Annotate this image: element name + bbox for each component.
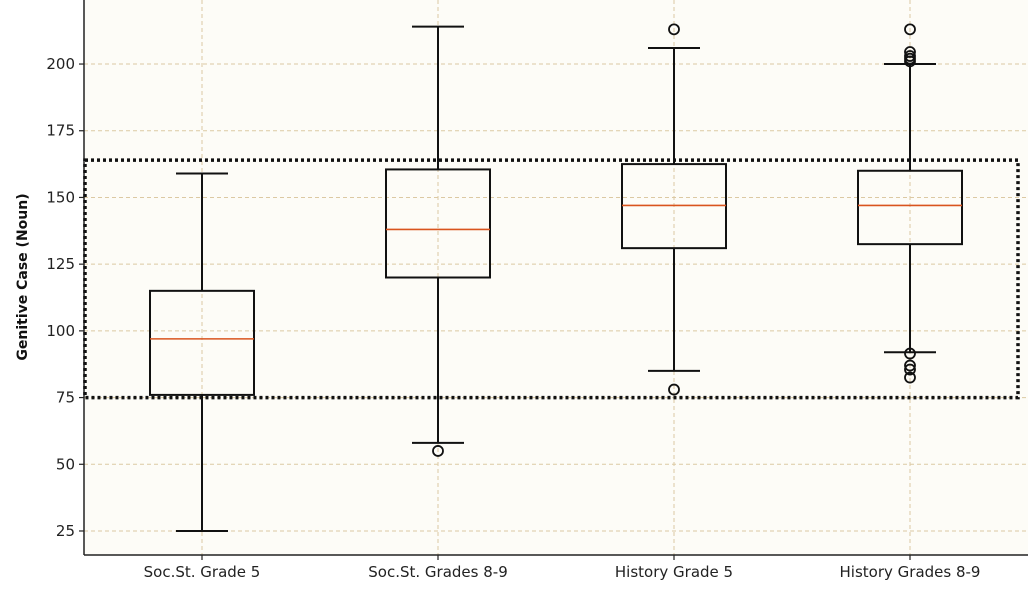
y-tick-label: 75	[56, 389, 75, 407]
y-tick-label: 100	[46, 322, 75, 340]
outlier-point	[904, 50, 916, 62]
y-tick-label: 150	[46, 188, 75, 206]
outlier-point	[904, 46, 916, 58]
y-tick-label: 175	[46, 122, 75, 140]
outlier-point	[668, 23, 680, 36]
iqr-box	[857, 169, 963, 246]
highlight-rect	[83, 158, 1020, 400]
iqr-box	[385, 168, 491, 279]
outlier-point	[904, 371, 916, 384]
outlier-point	[668, 383, 680, 396]
box-group	[149, 172, 255, 532]
x-tick-label: History Grade 5	[615, 563, 733, 581]
outlier-point	[904, 23, 916, 36]
plot-background	[84, 0, 1028, 555]
outlier-point	[904, 359, 916, 372]
iqr-box	[149, 289, 255, 396]
y-tick-label: 25	[56, 522, 75, 540]
y-tick-label: 50	[56, 455, 75, 473]
box-group	[621, 23, 727, 396]
box-group	[857, 23, 963, 384]
highlight-region	[83, 158, 1020, 400]
boxes	[149, 23, 963, 532]
y-tick-label: 200	[46, 55, 75, 73]
outlier-point	[904, 347, 916, 360]
box-group	[385, 25, 491, 457]
x-tick-label: Soc.St. Grades 8-9	[368, 563, 507, 581]
x-tick-label: Soc.St. Grade 5	[144, 563, 261, 581]
outlier-point	[904, 363, 916, 376]
y-tick-label: 125	[46, 255, 75, 273]
x-tick-label: History Grades 8-9	[840, 563, 981, 581]
y-axis-label: Genitive Case (Noun)	[15, 193, 31, 360]
axes: 25 50 75 100 125 150 175 200 Soc.St. Grade 5 Soc.…	[46, 0, 1028, 581]
outlier-point	[432, 445, 444, 457]
